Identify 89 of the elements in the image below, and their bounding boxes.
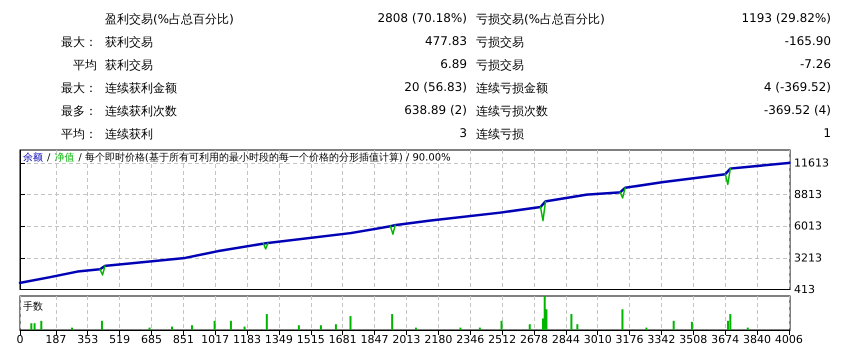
text: 获利交易 <box>105 34 153 51</box>
bar <box>298 325 300 330</box>
x-tick-label: 3010 <box>584 333 612 346</box>
bar <box>30 323 32 330</box>
x-tick-label: 3342 <box>647 333 676 346</box>
bar <box>320 325 322 330</box>
bar <box>528 324 531 330</box>
bar <box>672 320 675 330</box>
x-tick-label: 3176 <box>616 333 644 346</box>
text: 6.89 <box>440 57 467 71</box>
bar <box>34 323 36 330</box>
bar <box>40 320 42 330</box>
bar <box>266 314 268 330</box>
text: -165.90 <box>784 34 831 48</box>
text: 余额 <box>23 152 43 164</box>
x-tick-label: 1183 <box>233 333 262 346</box>
text: 最大： <box>61 34 97 51</box>
x-tick-label: 3840 <box>742 333 771 346</box>
text: 20 (56.83) <box>404 80 467 94</box>
x-tick-label: 1681 <box>328 333 357 346</box>
text: 连续获利 <box>105 126 153 143</box>
annotation: / <box>47 152 51 164</box>
line-series <box>18 162 791 284</box>
text: 连续获利金额 <box>105 80 177 97</box>
text: 连续获利次数 <box>105 103 177 120</box>
bar <box>214 320 216 330</box>
text: 获利交易 <box>105 57 153 74</box>
text: 平均： <box>61 126 97 143</box>
y-tick-label: 8813 <box>794 188 822 201</box>
y-tick-label: 413 <box>794 283 815 296</box>
text: 连续亏损次数 <box>476 103 548 120</box>
x-tick-label: 2180 <box>424 333 452 346</box>
text: 亏损交易(%占总百分比) <box>476 11 605 28</box>
text: 平均 <box>73 57 97 74</box>
bar <box>230 320 232 330</box>
x-tick-label: 1515 <box>296 333 325 346</box>
bar <box>349 316 352 330</box>
text: 盈利交易(%占总百分比) <box>105 11 234 28</box>
text: 连续亏损金额 <box>476 80 548 97</box>
text: 最多： <box>61 103 97 120</box>
text: 亏损交易 <box>476 57 524 74</box>
text: 最大： <box>61 80 97 97</box>
bar <box>576 324 578 330</box>
x-tick-label: 1017 <box>201 333 230 346</box>
bar <box>729 314 732 330</box>
bar <box>500 320 503 330</box>
text: 1 <box>823 126 831 140</box>
x-tick-label: 685 <box>140 333 162 346</box>
text: 638.89 (2) <box>404 103 467 117</box>
text: 亏损交易 <box>476 34 524 51</box>
bar <box>190 325 193 330</box>
annotation: / 每个即时价格(基于所有可利用的最小时段的每一个价格的分形插值计算) / 90.00% <box>78 152 451 164</box>
text: 3 <box>459 126 467 140</box>
bar <box>690 322 693 330</box>
text: -7.26 <box>800 57 831 71</box>
x-tick-label: 2346 <box>456 333 484 346</box>
x-tick-label: 3508 <box>679 333 708 346</box>
text: 4 (-369.52) <box>764 80 831 94</box>
text: 1193 (29.82%) <box>742 11 831 25</box>
bar <box>244 326 246 330</box>
x-tick-label: 353 <box>77 333 98 346</box>
x-tick-label: 851 <box>172 333 194 346</box>
x-tick-label: 1847 <box>360 333 388 346</box>
x-tick-label: 3674 <box>711 333 740 346</box>
x-tick-label: 519 <box>109 333 130 346</box>
y-tick-label: 3213 <box>794 251 822 264</box>
text: 净值 <box>54 152 74 164</box>
text: 2808 (70.18%) <box>378 11 467 25</box>
x-tick-label: 2013 <box>392 333 420 346</box>
x-tick-label: 0 <box>16 333 24 346</box>
x-tick-label: 2512 <box>488 333 516 346</box>
x-tick-label: 4006 <box>774 333 803 346</box>
x-tick-label: 2844 <box>552 333 580 346</box>
bar <box>544 296 546 330</box>
y-tick-label: 11613 <box>794 156 829 170</box>
bar <box>171 326 174 330</box>
text: 连续亏损 <box>476 126 524 143</box>
x-tick-label: 1349 <box>264 333 293 346</box>
x-tick-label: 187 <box>45 333 66 346</box>
bar <box>621 309 624 330</box>
y-axis-title: 手数 <box>23 300 43 312</box>
y-tick-label: 6013 <box>794 220 822 233</box>
bar <box>334 324 337 330</box>
bar <box>570 314 572 330</box>
text: -369.52 (4) <box>764 103 831 117</box>
x-tick-label: 2678 <box>520 333 548 346</box>
text: 477.83 <box>425 34 467 48</box>
bar <box>391 314 394 330</box>
bar <box>100 320 103 330</box>
